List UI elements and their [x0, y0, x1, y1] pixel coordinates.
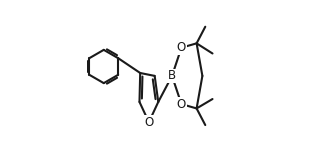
Text: O: O	[144, 116, 154, 129]
Text: O: O	[177, 41, 186, 54]
Text: O: O	[177, 98, 186, 111]
Text: B: B	[168, 69, 176, 82]
